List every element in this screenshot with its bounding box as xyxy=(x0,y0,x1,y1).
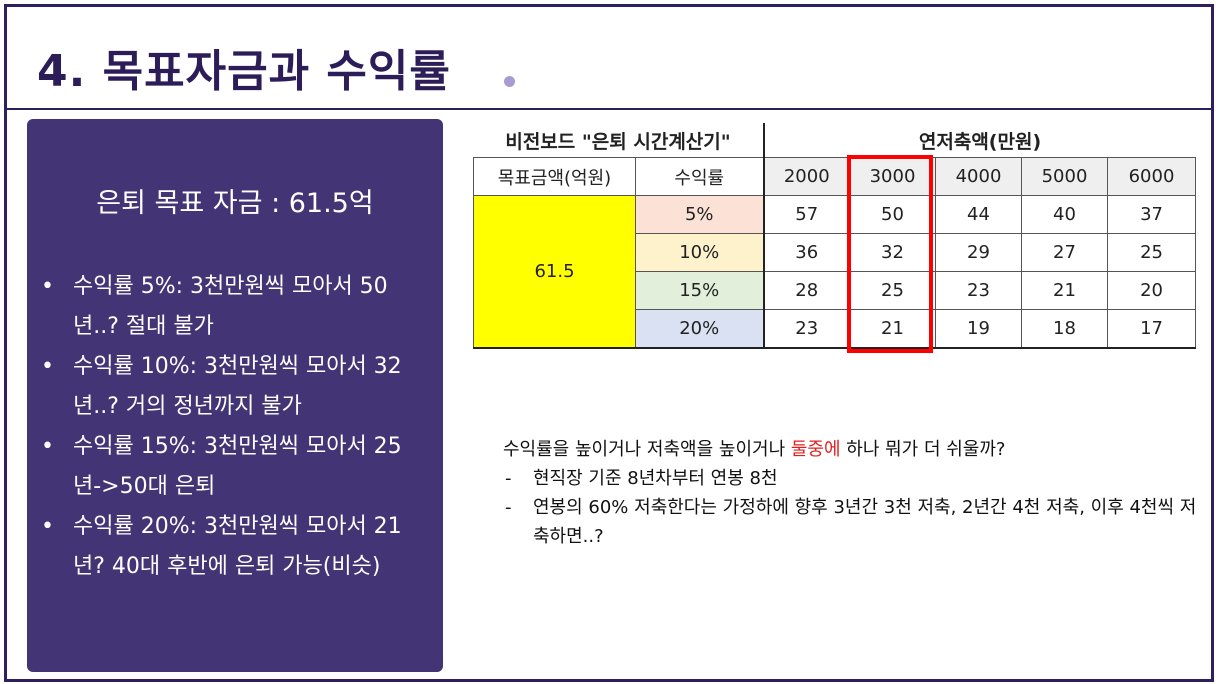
question-part1: 수익률을 높이거나 저축액을 높이거나 xyxy=(503,439,791,460)
amount-header: 2000 xyxy=(763,157,850,196)
rate-cell: 5% xyxy=(635,195,765,234)
years-cell: 50 xyxy=(849,195,936,234)
title-accent-dot xyxy=(504,76,515,87)
rate-header: 수익률 xyxy=(635,157,765,196)
note-item: 현직장 기준 8년차부터 연봉 8천 xyxy=(503,464,1203,493)
years-cell: 23 xyxy=(935,271,1022,310)
calculator-table: 비전보드 "은퇴 시간계산기" 연저축액(만원) 목표금액(억원) 수익률 20… xyxy=(473,123,1197,349)
bullet-item: 수익률 5%: 3천만원씩 모아서 50년..? 절대 불가 xyxy=(41,267,413,347)
years-cell: 40 xyxy=(1021,195,1108,234)
years-cell: 32 xyxy=(849,233,936,272)
years-cell: 37 xyxy=(1106,195,1197,234)
bullet-item: 수익률 10%: 3천만원씩 모아서 32년..? 거의 정년까지 불가 xyxy=(41,347,413,427)
bullet-item: 수익률 15%: 3천만원씩 모아서 25년->50대 은퇴 xyxy=(41,427,413,507)
goal-value-cell: 61.5 xyxy=(473,195,636,349)
years-cell: 27 xyxy=(1021,233,1108,272)
years-cell: 18 xyxy=(1021,309,1108,349)
calculator-title: 비전보드 "은퇴 시간계산기" xyxy=(473,123,765,158)
title-divider xyxy=(7,108,1211,110)
annual-savings-title: 연저축액(만원) xyxy=(763,123,1196,158)
years-cell: 17 xyxy=(1106,309,1197,349)
years-cell: 23 xyxy=(763,309,850,349)
slide-title: 4. 목표자금과 수익률 xyxy=(37,46,451,97)
amount-header: 4000 xyxy=(935,157,1022,196)
years-cell: 28 xyxy=(763,271,850,310)
amount-header: 3000 xyxy=(849,157,936,196)
years-cell: 21 xyxy=(849,309,936,349)
years-cell: 25 xyxy=(1106,233,1197,272)
amount-header: 5000 xyxy=(1021,157,1108,196)
years-cell: 19 xyxy=(935,309,1022,349)
bullet-list: 수익률 5%: 3천만원씩 모아서 50년..? 절대 불가 수익률 10%: … xyxy=(41,267,413,587)
question-emphasis: 둘중에 xyxy=(790,439,841,460)
bullet-item: 수익률 20%: 3천만원씩 모아서 21년? 40대 후반에 은퇴 가능(비슷… xyxy=(41,507,413,587)
rate-cell: 10% xyxy=(635,233,765,272)
slide: 4. 목표자금과 수익률 은퇴 목표 자금 : 61.5억 수익률 5%: 3천… xyxy=(4,4,1214,682)
rate-cell: 20% xyxy=(635,309,765,349)
years-cell: 20 xyxy=(1106,271,1197,310)
retirement-calculator: 비전보드 "은퇴 시간계산기" 연저축액(만원) 목표금액(억원) 수익률 20… xyxy=(473,123,1197,361)
summary-panel: 은퇴 목표 자금 : 61.5억 수익률 5%: 3천만원씩 모아서 50년..… xyxy=(27,119,443,672)
note-item: 연봉의 60% 저축한다는 가정하에 향후 3년간 3천 저축, 2년간 4천 … xyxy=(503,493,1203,551)
rate-cell: 15% xyxy=(635,271,765,310)
amount-header: 6000 xyxy=(1106,157,1197,196)
years-cell: 29 xyxy=(935,233,1022,272)
panel-heading: 은퇴 목표 자금 : 61.5억 xyxy=(96,188,374,219)
years-cell: 21 xyxy=(1021,271,1108,310)
goal-header: 목표금액(억원) xyxy=(473,157,636,196)
note-text: 수익률을 높이거나 저축액을 높이거나 둘중에 하나 뭐가 더 쉬울까? 현직장… xyxy=(503,435,1203,551)
years-cell: 36 xyxy=(763,233,850,272)
years-cell: 25 xyxy=(849,271,936,310)
note-question: 수익률을 높이거나 저축액을 높이거나 둘중에 하나 뭐가 더 쉬울까? xyxy=(503,435,1203,464)
years-cell: 44 xyxy=(935,195,1022,234)
years-cell: 57 xyxy=(763,195,850,234)
question-part2: 하나 뭐가 더 쉬울까? xyxy=(840,439,1006,460)
